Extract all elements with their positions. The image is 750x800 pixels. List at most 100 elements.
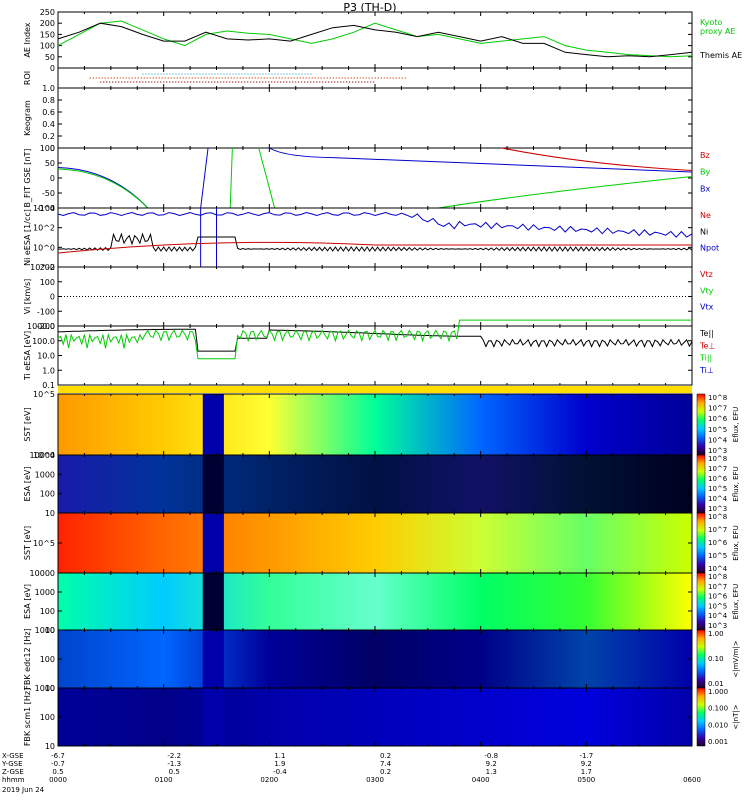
keogram-ytick: 0.6: [42, 108, 55, 117]
axis-value: 1.3: [486, 768, 497, 776]
velocity-ylabel: Vi [km/s]: [23, 279, 32, 315]
axis-value: -6.7: [51, 752, 65, 760]
axis-value: -1.3: [167, 760, 181, 768]
roi-ylabel: ROI: [23, 71, 32, 85]
esa_e-spectrogram: [58, 455, 692, 513]
esa_e-cbar-tick: 10^3: [708, 505, 727, 513]
fbk_b-dropout: [202, 688, 224, 746]
temp-ytick: 10.0: [37, 352, 55, 361]
esa_i-ytick: 10000: [30, 569, 55, 578]
sst_i-cbar-tick: 10^4: [708, 565, 728, 573]
esa_i-colorbar: [696, 572, 706, 631]
bfit-panel-frame: [57, 147, 693, 209]
temp-ti-par: [57, 319, 692, 360]
sst_e-cbar-tick: 10^6: [708, 415, 728, 423]
fbk_b-cbar-tick: 0.010: [708, 721, 728, 729]
axis-row-label-3: hhmm: [2, 776, 25, 784]
esa_i-ytick: 10: [45, 626, 55, 635]
esa_e-colorbar: [696, 454, 706, 514]
esa_e-cbar-tick: 10^6: [708, 475, 728, 483]
ae-panel-frame: [57, 11, 693, 69]
fbk_e-ytick: 1000: [35, 626, 55, 635]
legend-density-1: Ni: [700, 227, 708, 236]
esa_i-cbar-tick: 10^4: [708, 612, 728, 620]
axis-row-label-0: X-GSE: [2, 752, 24, 760]
axis-value: 9.2: [581, 760, 592, 768]
density-ni: [57, 232, 693, 252]
legend-bfit-2: Bx: [700, 184, 710, 193]
keogram-ylabel: Keogram: [23, 100, 32, 136]
fbk_e-cbar-tick: 1.00: [708, 630, 724, 638]
axis-value: -0.8: [484, 752, 498, 760]
esa_i-cbar-tick: 10^8: [708, 573, 727, 581]
fbk_b-colorbar: [696, 687, 706, 747]
fbk_b-ylabel: FBK scm1 [Hz]: [23, 688, 32, 746]
density-ylabel: Ni eESA [1/cc]: [23, 209, 32, 266]
fbk_e-cbar-tick: 0.01: [708, 680, 724, 688]
axis-value: 9.2: [486, 760, 497, 768]
temp-panel-frame: [57, 325, 693, 386]
sst_e-ylabel: SST [eV]: [23, 407, 32, 441]
bfit-by-1: [57, 168, 149, 209]
axis-value: 1.9: [274, 760, 285, 768]
legend-bfit-1: By: [700, 168, 710, 177]
esa_e-cbar-tick: 10^5: [708, 485, 727, 493]
temp-te-par: [57, 328, 693, 352]
velocity-ytick: -200: [37, 322, 55, 331]
axis-value: 0300: [366, 776, 384, 784]
bfit-bz-1: [501, 147, 693, 171]
axis-value: 0000: [49, 776, 67, 784]
esa_e-ytick: 1000: [35, 470, 55, 479]
ae-series-1: [57, 22, 693, 58]
axis-value: 0.5: [52, 768, 63, 776]
ae-ytick: 150: [40, 30, 55, 39]
fbk_b-spectrogram: [58, 688, 692, 746]
legend-themis: Themis AE: [699, 51, 742, 60]
keogram-panel-frame: [57, 87, 693, 149]
esa_i-dropout: [202, 573, 224, 630]
axis-value: -2.2: [167, 752, 181, 760]
sst_e-cbar-tick: 10^5: [708, 426, 727, 434]
legend-density-2: Npot: [700, 244, 719, 253]
sst_i-colorbar: [696, 512, 706, 574]
sst_i-cbar-label: Eflux, EFU: [732, 525, 740, 560]
density-ytick: 10^-2: [30, 263, 55, 272]
legend-velocity-2: Vtx: [700, 303, 714, 312]
sst_i-spectrogram: [58, 513, 692, 573]
bfit-by-4: [438, 176, 693, 209]
mode-bar: [58, 386, 692, 393]
fbk_e-spectrogram: [58, 630, 692, 688]
temp-ytick: 1.0: [42, 366, 55, 375]
sst_i-cbar-tick: 10^7: [708, 526, 727, 534]
temp-ytick: 0.1: [42, 381, 55, 390]
bfit-ylabel: B_FIT GSE [nT]: [23, 149, 32, 208]
axis-value: 1.1: [274, 752, 285, 760]
velocity-ytick: -100: [37, 307, 55, 316]
sst_e-cbar-tick: 10^3: [708, 447, 727, 455]
plot-title: P3 (TH-D): [343, 1, 396, 14]
axis-value: 0600: [683, 776, 701, 784]
fbk_b-ytick: 10: [45, 742, 55, 751]
bfit-ytick: -100: [37, 204, 55, 213]
sst_i-ytick: 10^5: [33, 539, 55, 548]
fbk_e-ylabel: FBK edc12 [Hz]: [23, 628, 32, 689]
axis-row-label-2: Z-GSE: [2, 768, 24, 776]
sst_e-ytick: 10^5: [33, 390, 55, 399]
ae-ytick: 200: [40, 19, 55, 28]
bfit-by-2: [229, 147, 233, 209]
fbk_b-cbar-tick: 0.100: [708, 705, 728, 713]
velocity-ytick: 0: [50, 293, 55, 302]
ae-ytick: 100: [40, 42, 55, 51]
axis-value: 1.7: [581, 768, 592, 776]
bfit-ytick: 100: [40, 144, 55, 153]
ae-series-0: [57, 20, 693, 58]
ae-ylabel: AE Index: [23, 22, 32, 57]
bfit-ytick: -50: [42, 189, 55, 198]
axis-value: 0500: [577, 776, 595, 784]
esa_e-cbar-tick: 10^4: [708, 495, 728, 503]
fbk_e-ytick: 10: [45, 684, 55, 693]
axis-value: 0.2: [380, 768, 391, 776]
velocity-ytick: 200: [40, 263, 55, 272]
esa_i-cbar-tick: 10^5: [708, 602, 727, 610]
density-panel-frame: [57, 207, 693, 268]
